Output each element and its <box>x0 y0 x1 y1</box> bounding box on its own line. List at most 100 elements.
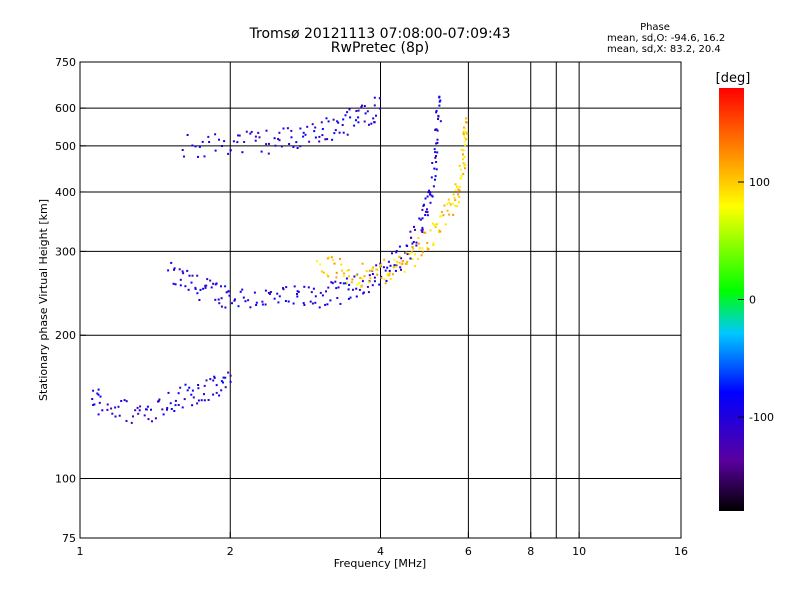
echo-point <box>429 193 431 196</box>
echo-point <box>332 118 335 121</box>
echo-point <box>438 100 441 103</box>
echo-point <box>411 242 414 245</box>
echo-point <box>296 147 299 149</box>
echo-point <box>260 150 263 153</box>
echo-point <box>264 289 267 292</box>
echo-point <box>209 378 212 381</box>
echo-point <box>456 186 459 188</box>
echo-point <box>421 251 424 254</box>
echo-point <box>243 141 246 143</box>
echo-point <box>134 409 137 412</box>
echo-point <box>363 291 365 294</box>
echo-point <box>342 118 345 121</box>
echo-point <box>194 288 197 290</box>
echo-point <box>448 213 451 216</box>
echo-point <box>435 161 438 163</box>
echo-point <box>464 163 467 166</box>
echo-point <box>320 270 323 273</box>
echo-point <box>188 386 191 389</box>
echo-point <box>418 247 421 250</box>
echo-point <box>147 418 150 421</box>
echo-point <box>239 290 242 293</box>
echo-point <box>311 302 314 305</box>
echo-point <box>434 226 437 228</box>
echo-point <box>220 305 223 308</box>
echo-point <box>110 407 113 410</box>
echo-point <box>267 152 270 155</box>
echo-point <box>145 408 148 411</box>
echo-point <box>203 384 206 387</box>
echo-point <box>318 306 321 309</box>
echo-point <box>181 270 184 273</box>
echo-point <box>415 241 418 244</box>
echo-point <box>282 288 285 291</box>
echo-point <box>346 133 349 136</box>
echo-point <box>340 263 343 266</box>
echo-point <box>442 214 445 217</box>
echo-point <box>405 251 408 254</box>
y-tick-label: 750 <box>55 56 76 69</box>
echo-point <box>339 302 342 305</box>
echo-point <box>218 302 221 305</box>
echo-point <box>457 193 460 196</box>
echo-point <box>205 379 208 382</box>
echo-point <box>408 253 411 256</box>
echo-point <box>435 155 437 157</box>
echo-point <box>406 253 409 255</box>
echo-point <box>183 155 185 158</box>
echo-point <box>361 104 363 107</box>
echo-point <box>459 185 461 188</box>
echo-point <box>368 123 370 126</box>
echo-point <box>465 138 468 141</box>
echo-point <box>91 398 94 400</box>
echo-point <box>319 291 322 294</box>
echo-point <box>459 168 462 171</box>
echo-point <box>220 389 223 392</box>
echo-point <box>136 406 139 409</box>
echo-point <box>229 374 232 377</box>
echo-point <box>459 177 462 180</box>
echo-point <box>364 112 367 115</box>
echo-point <box>261 303 264 306</box>
echo-point <box>174 404 177 407</box>
echo-point <box>288 143 291 145</box>
echo-point <box>334 280 337 283</box>
echo-point <box>341 269 344 272</box>
chart-subtitle: RwPretec (8p) <box>330 40 430 56</box>
echo-point <box>391 252 393 255</box>
echo-point <box>227 290 230 293</box>
echo-point <box>303 304 306 306</box>
echo-point <box>197 155 199 158</box>
echo-point <box>296 295 299 298</box>
echo-point <box>196 292 199 295</box>
echo-point <box>191 389 194 392</box>
echo-point <box>196 274 199 277</box>
echo-point <box>431 222 434 225</box>
echo-point <box>388 274 391 277</box>
echo-point <box>371 273 374 275</box>
echo-point <box>331 282 334 285</box>
echo-point <box>343 272 345 275</box>
echo-point <box>355 287 358 290</box>
echo-point <box>207 399 210 401</box>
echo-point <box>363 275 366 278</box>
echo-point <box>355 119 357 122</box>
echo-point <box>339 282 342 284</box>
echo-point <box>237 134 240 137</box>
echo-point <box>458 196 461 198</box>
echo-point <box>420 254 423 257</box>
echo-point <box>247 299 250 302</box>
echo-point <box>277 138 280 140</box>
echo-point <box>200 399 203 402</box>
echo-point <box>347 288 350 291</box>
echo-point <box>346 281 348 284</box>
echo-point <box>321 128 324 130</box>
echo-point <box>420 229 423 232</box>
echo-point <box>398 261 401 264</box>
echo-point <box>358 288 361 291</box>
echo-point <box>224 376 227 379</box>
echo-point <box>438 104 441 107</box>
echo-point <box>154 417 157 420</box>
echo-point <box>394 269 397 272</box>
echo-point <box>462 172 465 175</box>
